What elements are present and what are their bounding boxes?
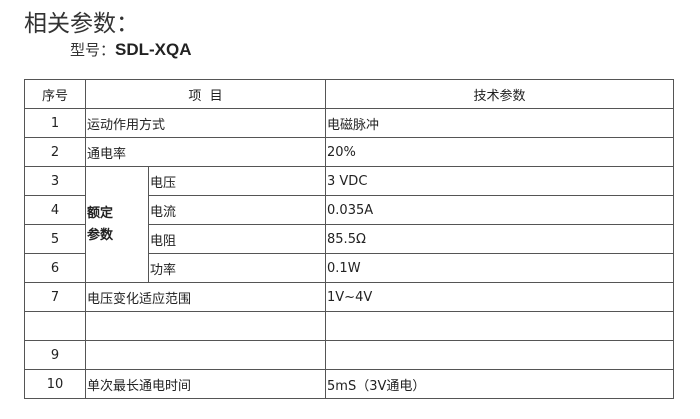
row-item: 电压 [147, 166, 327, 196]
row-no: 7 [24, 282, 86, 312]
table-row: 2 通电率 20% [24, 137, 675, 167]
row-value: 85.5Ω [325, 224, 675, 254]
row-no: 3 [24, 166, 86, 196]
spec-table: 序号 项 目 技术参数 1 运动作用方式 电磁脉冲 2 通电率 20% 3 额定 参数 电压 3 … [24, 79, 675, 399]
table-row [24, 311, 675, 341]
table-header-row: 序号 项 目 技术参数 [24, 79, 675, 109]
row-no: 1 [24, 108, 86, 138]
header-no: 序号 [24, 79, 86, 109]
row-item: 功率 [147, 253, 327, 283]
row-value [325, 311, 675, 341]
row-item: 电压变化适应范围 [84, 282, 327, 312]
row-value: 0.1W [325, 253, 675, 283]
table-row: 5 电阻 85.5Ω [24, 224, 675, 254]
model-value: SDL-XQA [115, 40, 192, 59]
table-row: 1 运动作用方式 电磁脉冲 [24, 108, 675, 138]
table-row: 3 额定 参数 电压 3 VDC [24, 166, 675, 283]
row-value [325, 340, 675, 370]
row-value: 0.035A [325, 195, 675, 225]
row-no: 2 [24, 137, 86, 167]
header-value: 技术参数 [325, 79, 675, 109]
row-no: 10 [24, 369, 86, 399]
header-item: 项 目 [84, 79, 327, 109]
table-row: 4 电流 0.035A [24, 195, 675, 225]
row-no: 6 [24, 253, 86, 283]
model-line: 型号：SDL-XQA [70, 39, 192, 60]
row-value: 5mS（3V通电） [325, 369, 675, 399]
row-item [84, 311, 327, 341]
row-value: 20% [325, 137, 675, 167]
row-item [84, 340, 327, 370]
table-row: 9 [24, 340, 675, 370]
row-item: 通电率 [84, 137, 327, 167]
row-no [24, 311, 86, 341]
row-value: 3 VDC [325, 166, 675, 196]
row-item: 运动作用方式 [84, 108, 327, 138]
model-label: 型号： [70, 41, 116, 59]
rated-params-group: 额定 参数 [85, 166, 149, 283]
row-item: 单次最长通电时间 [84, 369, 327, 399]
table-row: 10 单次最长通电时间 5mS（3V通电） [24, 369, 675, 399]
row-no: 9 [24, 340, 86, 370]
row-item: 电流 [147, 195, 327, 225]
row-item: 电阻 [147, 224, 327, 254]
page-title: 相关参数： [24, 11, 139, 37]
row-no: 5 [24, 224, 86, 254]
row-value: 1V~4V [325, 282, 675, 312]
row-value: 电磁脉冲 [325, 108, 675, 138]
table-row: 7 电压变化适应范围 1V~4V [24, 282, 675, 312]
row-no: 4 [24, 195, 86, 225]
